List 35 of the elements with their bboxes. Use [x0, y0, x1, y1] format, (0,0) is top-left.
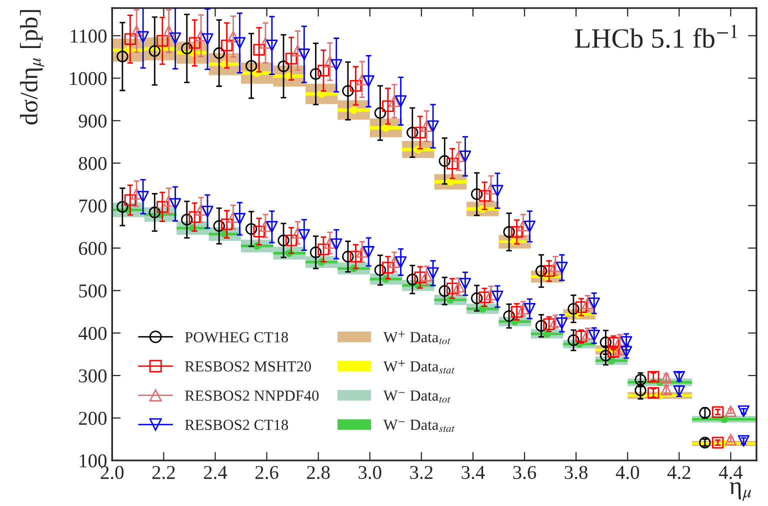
y-tick-label: 400 [78, 326, 107, 340]
x-tick-label: 3.2 [410, 466, 432, 480]
x-tick-label: 2.2 [152, 466, 175, 480]
legend-label: RESBOS2 NNPDF40 [185, 390, 319, 401]
y-tick-label: 1100 [70, 30, 107, 43]
y-axis-title: dσ/dη$_{μ}$ [pb] [20, 10, 44, 124]
y-tick-label: 200 [78, 412, 107, 425]
y-tick-label: 800 [78, 156, 107, 170]
x-tick-label: 3.4 [462, 466, 485, 480]
x-tick-label: 2.6 [255, 466, 278, 480]
y-tick-label: 600 [78, 242, 107, 256]
x-tick-label: 2.4 [204, 466, 228, 480]
y-tick-label: 100 [80, 454, 107, 468]
legend-label: POWHEG CT18 [185, 332, 288, 342]
y-tick-label: 300 [79, 369, 107, 382]
legend-label: W$^{−}$ Data$_{stat}$ [383, 420, 455, 432]
legend-label: RESBOS2 MSHT20 [185, 361, 311, 372]
x-tick-label: 4.2 [667, 466, 690, 480]
x-axis-title: η$_{μ}$ [730, 482, 752, 501]
legend-label: RESBOS2 CT18 [185, 420, 288, 430]
legend-label: W$^{+}$ Data$_{tot}$ [383, 330, 450, 344]
x-tick-label: 3.8 [564, 466, 588, 480]
y-tick-label: 700 [79, 199, 107, 213]
annotation: LHCb 5.1 fb$^{−1}$ [575, 24, 737, 48]
x-tick-label: 4.0 [616, 466, 640, 480]
y-tick-label: 500 [79, 284, 107, 298]
x-tick-label: 3.0 [358, 466, 382, 480]
y-tick-label: 900 [78, 114, 107, 128]
legend-label: W$^{−}$ Data$_{tot}$ [383, 390, 450, 403]
x-tick-label: 3.6 [513, 466, 536, 480]
x-tick-label: 2.8 [307, 466, 330, 480]
legend-label: W$^{+}$ Data$_{stat}$ [383, 360, 455, 374]
x-tick-label: 4.4 [718, 466, 743, 480]
y-tick-label: 1000 [70, 72, 107, 86]
x-tick-label: 2.0 [100, 466, 124, 480]
